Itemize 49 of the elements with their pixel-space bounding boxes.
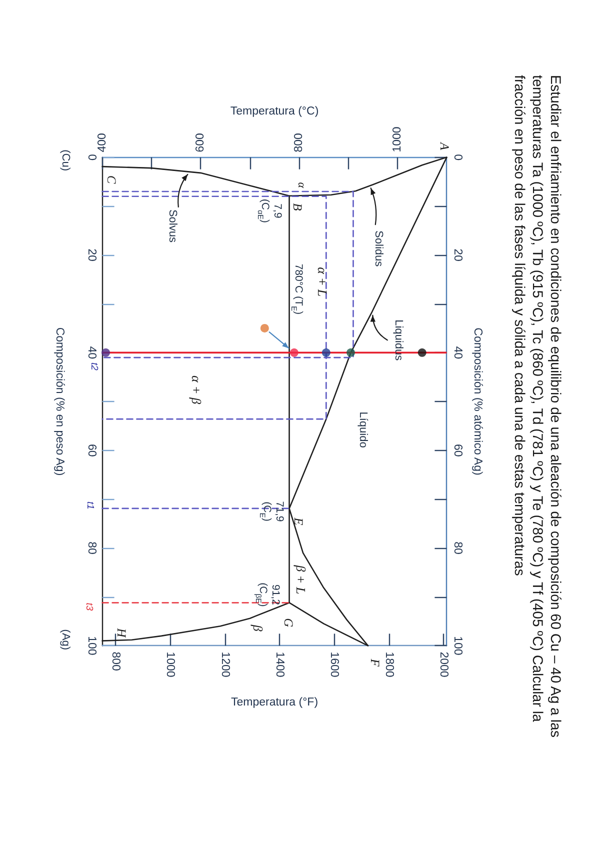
annotation: A <box>438 141 452 150</box>
y-tick-label: 80 <box>85 542 98 554</box>
y-tick-label: 100 <box>85 636 98 656</box>
x2-tick-label: 1000 <box>164 652 176 678</box>
annotation: t3 <box>84 602 95 612</box>
x-tick-label: 600 <box>194 133 207 152</box>
y2-tick-label: 100 <box>452 636 464 656</box>
annotation: F <box>368 658 382 667</box>
y-tick-label: 40 <box>85 346 98 360</box>
annotation: t1 <box>84 502 96 510</box>
annotation: Liquidus <box>392 320 404 362</box>
y2-tick-label: 20 <box>452 248 464 262</box>
x-axis-title: Temperatura (°C) <box>230 105 319 118</box>
x2-tick-label: 2000 <box>437 652 450 678</box>
y2-axis-title: Composición (% atómico Ag) <box>472 328 484 476</box>
x2-axis-title: Temperatura (°F) <box>230 696 318 709</box>
y-axis-title: Composición (% en peso Ag) <box>53 327 66 476</box>
annotation: Solidus <box>372 230 384 268</box>
text: Estudiar el enfriamiento en condiciones de equilibrio de una aleación de composición 60 Cu – 40 Ag a las temperaturas Ta (1000 ºC), Tb (915 ºC), Tc (860 ºC), Td (781 ºC) y Te (780 ºC) y Tf (405 ºC) Calcular la fracción en peso de las fases líquida y sólida a cada una de estas temperaturas <box>510 75 564 740</box>
annotation: β + L <box>294 564 310 594</box>
annotation: α <box>296 182 308 188</box>
y-tick-label: 60 <box>85 444 98 457</box>
x2-tick-label: 800 <box>109 652 122 671</box>
annotation: α + L <box>316 267 331 296</box>
annotation: t2 <box>88 362 100 372</box>
annotation: E <box>291 516 306 526</box>
annotation: C <box>104 175 118 184</box>
annotation: α + β <box>189 376 204 405</box>
annotation: G <box>281 618 296 628</box>
y-tick-label: 0 <box>85 154 98 161</box>
annotation: Solvus <box>166 209 178 243</box>
text: (Cu) <box>59 150 72 171</box>
x2-tick-label: 1600 <box>328 652 340 678</box>
annotation: H <box>114 627 128 638</box>
y2-tick-label: 80 <box>452 542 464 554</box>
x-tick-label: 800 <box>293 133 306 152</box>
annotation: Líquido <box>357 412 370 448</box>
y2-tick-label: 60 <box>452 444 464 457</box>
y-tick-label: 20 <box>85 248 98 262</box>
y2-tick-label: 0 <box>452 154 464 161</box>
x-tick-label: 400 <box>96 133 108 152</box>
x2-tick-label: 1400 <box>273 652 286 678</box>
y2-tick-label: 40 <box>452 346 464 360</box>
x2-tick-label: 1200 <box>218 652 231 678</box>
annotation: β <box>250 624 266 632</box>
x-tick-label: 1000 <box>392 126 404 152</box>
text: (Ag) <box>59 629 72 650</box>
x2-tick-label: 1800 <box>382 652 395 678</box>
annotation: B <box>290 203 304 212</box>
